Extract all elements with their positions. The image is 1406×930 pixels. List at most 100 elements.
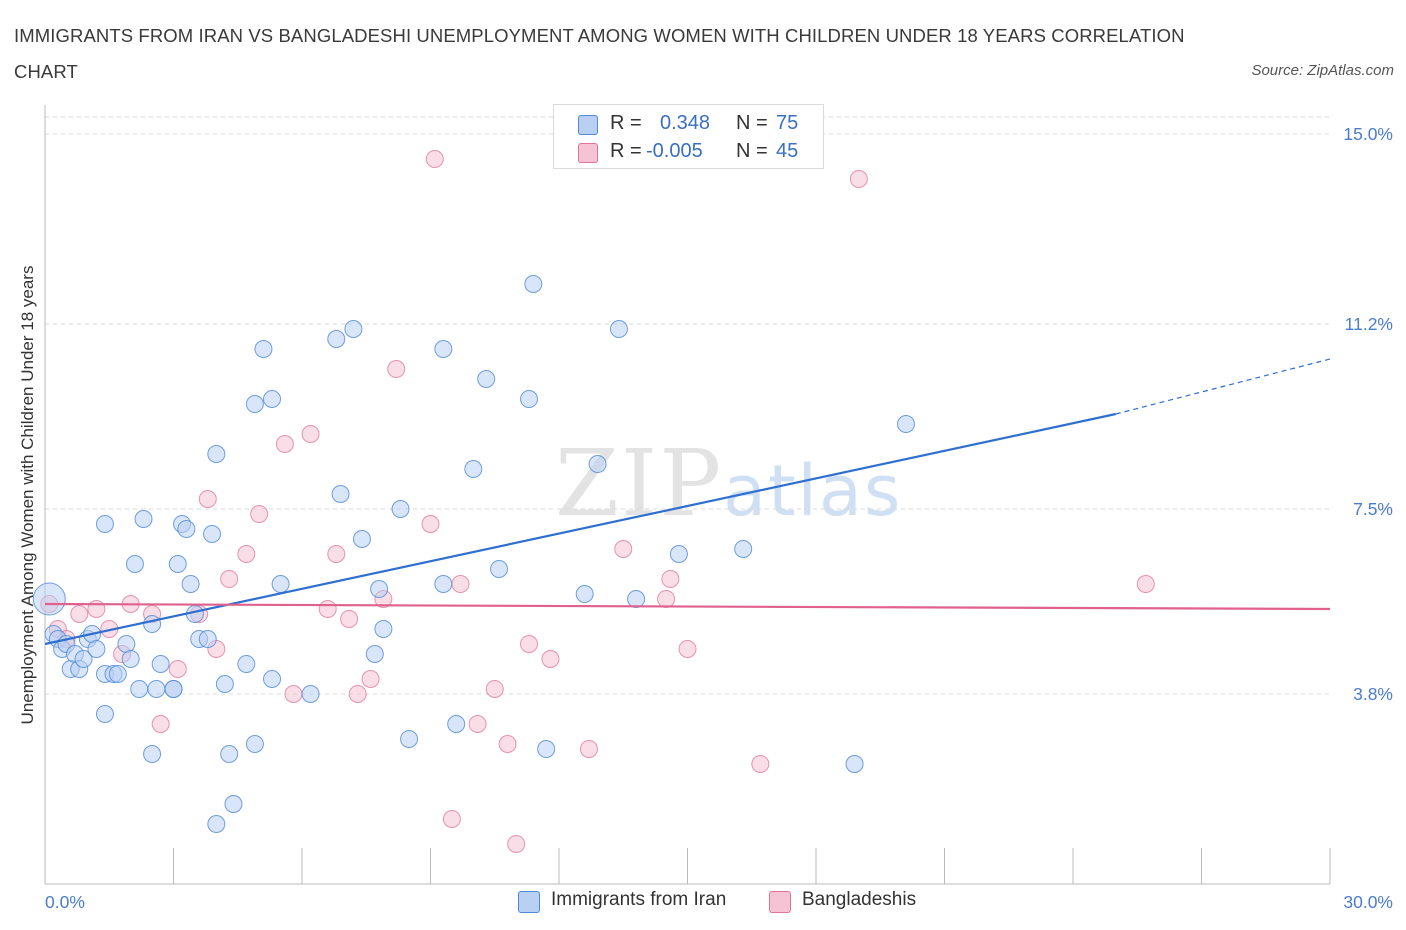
data-point-bangladeshis (361, 670, 380, 688)
data-point-iran (237, 655, 256, 673)
data-point-bangladeshis (678, 640, 697, 658)
data-point-iran (245, 395, 264, 413)
data-point-iran (537, 740, 556, 758)
trend-lines (44, 358, 1331, 646)
legend-label: Bangladeshis (802, 889, 917, 910)
legend-r-value: 0.348 (660, 112, 711, 134)
data-point-bangladeshis (284, 685, 303, 703)
data-point-bangladeshis (237, 545, 256, 563)
data-point-iran (168, 555, 187, 573)
data-point-iran (575, 585, 594, 603)
data-point-iran (117, 635, 136, 653)
data-point-iran (391, 500, 410, 518)
data-point-iran (352, 530, 371, 548)
legend-n-value: 45 (776, 140, 799, 162)
data-point-iran (121, 650, 140, 668)
data-point-iran (365, 645, 384, 663)
data-point-bangladeshis (520, 635, 539, 653)
data-point-bangladeshis (168, 660, 187, 678)
data-point-iran (669, 545, 688, 563)
stats-legend: R = 0.348 N = 75 R = -0.005 N = 45 (553, 104, 824, 169)
data-point-iran (263, 670, 282, 688)
data-point-iran (627, 590, 646, 608)
data-point-iran (331, 485, 350, 503)
data-point-iran (588, 455, 607, 473)
data-point-bangladeshis (220, 570, 239, 588)
axes (44, 105, 1331, 885)
data-point-iran (151, 655, 170, 673)
data-point-iran (896, 415, 915, 433)
data-point-iran (87, 640, 106, 658)
data-point-iran (108, 665, 127, 683)
trend-line-bangladeshis (44, 602, 1331, 611)
data-point-iran (95, 705, 114, 723)
data-point-iran (130, 680, 149, 698)
data-point-bangladeshis (451, 575, 470, 593)
legend-n-value: 75 (776, 112, 799, 134)
data-point-iran (143, 615, 162, 633)
data-point-iran (134, 510, 153, 528)
y-tick-label: 3.8% (1353, 684, 1393, 704)
data-point-bangladeshis (849, 170, 868, 188)
legend-n-label: N = (736, 112, 768, 134)
data-point-iran (520, 390, 539, 408)
data-point-iran (164, 680, 183, 698)
data-point-iran (245, 735, 264, 753)
data-point-bangladeshis (1136, 575, 1155, 593)
legend-swatch-blue (578, 115, 598, 135)
legend-swatch-pink (578, 143, 598, 163)
data-point-iran (434, 340, 453, 358)
data-point-bangladeshis (485, 680, 504, 698)
data-point-iran (74, 650, 93, 668)
data-point-iran (224, 795, 243, 813)
data-point-bangladeshis (275, 435, 294, 453)
data-point-bangladeshis (442, 810, 461, 828)
data-point-bangladeshis (614, 540, 633, 558)
legend-r-label: R = (610, 112, 642, 134)
y-tick-label: 15.0% (1343, 124, 1393, 144)
data-point-bangladeshis (198, 490, 217, 508)
data-point-iran (143, 745, 162, 763)
data-point-iran (609, 320, 628, 338)
legend-swatch-pink (769, 891, 791, 913)
data-point-iran (370, 580, 389, 598)
data-point-iran (477, 370, 496, 388)
data-point-bangladeshis (151, 715, 170, 733)
data-point-iran (490, 560, 509, 578)
data-point-bangladeshis (661, 570, 680, 588)
y-tick-label: 7.5% (1353, 499, 1393, 519)
data-point-iran (400, 730, 419, 748)
data-point-iran (181, 575, 200, 593)
data-point-bangladeshis (318, 600, 337, 618)
data-point-iran (434, 575, 453, 593)
data-point-bangladeshis (541, 650, 560, 668)
data-point-iran (215, 675, 234, 693)
series-bangladeshis (40, 150, 1155, 853)
legend-r-label: R = (610, 140, 642, 162)
legend-n-label: N = (736, 140, 768, 162)
data-point-bangladeshis (301, 425, 320, 443)
data-point-iran (198, 630, 217, 648)
data-point-bangladeshis (387, 360, 406, 378)
data-point-bangladeshis (348, 685, 367, 703)
y-axis-label: Unemployment Among Women with Children U… (18, 266, 37, 725)
data-point-bangladeshis (70, 605, 89, 623)
data-point-iran (447, 715, 466, 733)
data-point-bangladeshis (507, 835, 526, 853)
data-point-bangladeshis (340, 610, 359, 628)
legend-r-value: -0.005 (646, 140, 703, 162)
data-point-bangladeshis (87, 600, 106, 618)
data-point-bangladeshis (468, 715, 487, 733)
data-point-iran (203, 525, 222, 543)
data-point-iran (734, 540, 753, 558)
series-immigrants-from-iran (32, 275, 915, 833)
data-point-iran (95, 515, 114, 533)
y-tick-label: 11.2% (1345, 314, 1393, 334)
data-point-iran (125, 555, 144, 573)
data-point-iran (327, 330, 346, 348)
x-tick-label: 0.0% (45, 892, 85, 912)
data-point-iran (271, 575, 290, 593)
data-point-iran (344, 320, 363, 338)
data-point-iran (207, 815, 226, 833)
data-point-iran (845, 755, 864, 773)
